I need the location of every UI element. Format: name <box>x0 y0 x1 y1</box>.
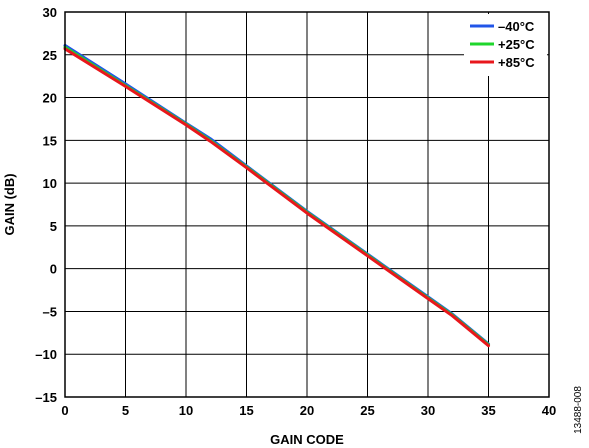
x-tick-label: 40 <box>542 403 556 418</box>
legend: –40°C +25°C +85°C <box>464 14 547 76</box>
x-tick-label: 35 <box>481 403 495 418</box>
y-axis-label: GAIN (dB) <box>2 173 17 235</box>
y-axis-ticks: 30 25 20 15 10 5 0 –5 –10 –15 <box>35 5 57 405</box>
y-tick-label: –5 <box>43 304 57 319</box>
legend-label: +25°C <box>498 37 535 52</box>
y-tick-label: 25 <box>43 48 57 63</box>
plot-frame <box>64 11 550 398</box>
x-tick-label: 25 <box>360 403 374 418</box>
y-tick-label: 15 <box>43 133 57 148</box>
y-tick-label: 20 <box>43 91 57 106</box>
y-tick-label: 5 <box>50 219 57 234</box>
x-axis-ticks: 0 5 10 15 20 25 30 35 40 <box>61 403 556 418</box>
series-line-2 <box>63 47 490 348</box>
x-axis-label: GAIN CODE <box>270 432 344 447</box>
x-tick-label: 20 <box>300 403 314 418</box>
y-tick-label: –15 <box>35 390 57 405</box>
series-line-0 <box>63 43 490 346</box>
series-line-1 <box>63 45 490 347</box>
x-tick-label: 5 <box>122 403 129 418</box>
legend-label: +85°C <box>498 55 535 70</box>
y-tick-label: 30 <box>43 5 57 20</box>
figure-id: 13488-008 <box>573 386 584 434</box>
x-tick-label: 15 <box>239 403 253 418</box>
x-tick-label: 30 <box>421 403 435 418</box>
y-tick-label: 0 <box>50 262 57 277</box>
legend-label: –40°C <box>498 19 535 34</box>
series-lines <box>63 43 490 348</box>
x-tick-label: 0 <box>61 403 68 418</box>
y-tick-label: 10 <box>43 176 57 191</box>
y-tick-label: –10 <box>35 347 57 362</box>
x-tick-label: 10 <box>179 403 193 418</box>
